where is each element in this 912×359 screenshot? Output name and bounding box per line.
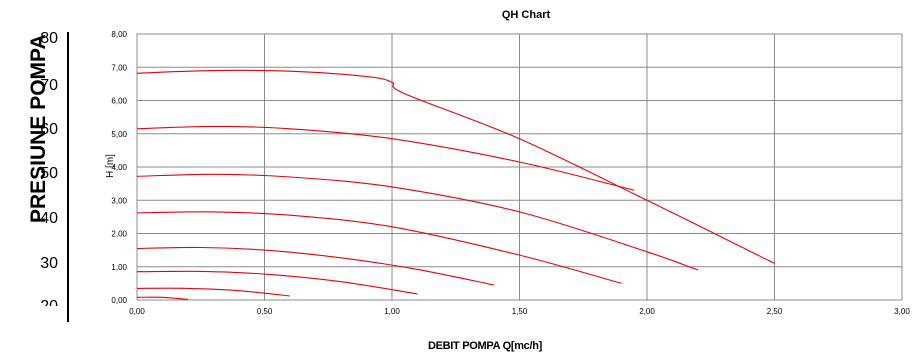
side-scale: 80 70 60 50 40 30 20 xyxy=(0,0,70,306)
x-tick-label: 2,00 xyxy=(639,307,655,316)
y-tick-label: 5,00 xyxy=(111,130,127,139)
x-tick-label: 0,00 xyxy=(129,307,145,316)
qh-curve xyxy=(136,173,699,271)
side-tick-label: 20 xyxy=(28,298,58,306)
qh-curve xyxy=(136,296,189,300)
x-tick-label: 1,00 xyxy=(384,307,400,316)
y-tick-label: 2,00 xyxy=(111,230,127,239)
qh-curve xyxy=(136,287,291,297)
x-axis-label: DEBIT POMPA Q[mc/h] xyxy=(427,340,543,352)
qh-curve xyxy=(136,270,418,295)
side-tick-label: 80 xyxy=(40,30,58,47)
side-tick-label: 30 xyxy=(40,255,58,272)
qh-curve xyxy=(136,69,775,264)
y-tick-label: 7,00 xyxy=(111,63,127,72)
grid xyxy=(136,33,903,301)
y-tick-label: 3,00 xyxy=(111,196,127,205)
x-tick-label: 3,00 xyxy=(894,307,910,316)
y-axis-label: H [m] xyxy=(105,154,116,178)
chart-title: QH Chart xyxy=(502,9,551,21)
x-tick-label: 0,50 xyxy=(257,307,273,316)
x-tick-label: 2,50 xyxy=(767,307,783,316)
side-tick-label: 70 xyxy=(40,77,58,94)
qh-curve xyxy=(136,211,622,284)
series-lines xyxy=(136,69,775,300)
side-tick-label: 60 xyxy=(40,121,58,138)
side-tick-label: 50 xyxy=(40,165,58,182)
y-tick-label: 6,00 xyxy=(111,97,127,106)
tick-labels: 0,00 1,00 2,00 3,00 4,00 5,00 6,00 7,00 8,00 0,00… xyxy=(111,30,910,316)
qh-curve xyxy=(136,246,495,286)
qh-curve xyxy=(136,125,635,191)
side-tick-label: 40 xyxy=(40,210,58,227)
y-tick-label: 0,00 xyxy=(111,296,127,305)
y-tick-label: 1,00 xyxy=(111,263,127,272)
y-tick-label: 8,00 xyxy=(111,30,127,39)
side-scale-line xyxy=(67,32,69,322)
x-tick-label: 1,50 xyxy=(512,307,528,316)
y-tick-label: 4,00 xyxy=(111,163,127,172)
